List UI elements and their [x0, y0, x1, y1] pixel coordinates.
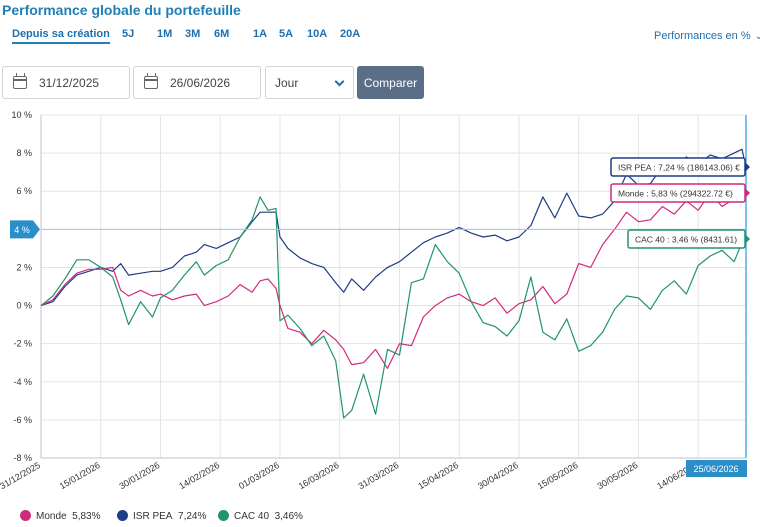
tooltip-text: Monde : 5,83 % (294322.72 €)	[618, 189, 733, 199]
period-10a[interactable]: 10A	[307, 28, 328, 40]
legend-marker-icon	[117, 510, 128, 521]
y-tick-label: 6 %	[16, 186, 32, 196]
x-tick-label: 15/05/2026	[536, 460, 580, 491]
y-axis-ticks: 10 % 8 % 6 % 4 % 2 % 0 % -2 % -4 % -6 % -8 %	[11, 110, 32, 463]
y-tick-label: -6 %	[13, 415, 32, 425]
legend-value: 5,83%	[72, 511, 101, 522]
legend-item-monde[interactable]: Monde 5,83%	[20, 510, 101, 522]
legend-value: 3,46%	[274, 511, 303, 522]
y-tick-label: -2 %	[13, 339, 32, 349]
tooltip-isr-pea: ISR PEA : 7,24 % (186143.06) €	[610, 157, 750, 177]
period-1a[interactable]: 1A	[253, 28, 268, 40]
chevron-down-icon: ⌄	[754, 31, 760, 42]
legend-item-cac-40[interactable]: CAC 40 3,46%	[218, 510, 303, 522]
crosshair-y-badge	[10, 220, 40, 239]
end-date-field[interactable]: 26/06/2026	[133, 66, 261, 99]
x-tick-label: 30/01/2026	[117, 460, 161, 491]
tooltip-text: ISR PEA : 7,24 % (186143.06) €	[618, 163, 740, 173]
legend-marker-icon	[20, 510, 31, 521]
end-date-value: 26/06/2026	[170, 76, 231, 90]
crosshair: 4 % 25/06/2026	[10, 115, 747, 477]
calendar-icon	[13, 73, 27, 89]
x-tick-label: 16/03/2026	[297, 460, 341, 491]
page-title: Performance globale du portefeuille	[2, 2, 241, 18]
calendar-icon	[144, 73, 158, 89]
legend-marker-icon	[218, 510, 229, 521]
y-tick-label: 8 %	[16, 148, 32, 158]
legend-value: 7,24%	[178, 511, 207, 522]
compare-button[interactable]: Comparer	[357, 66, 424, 99]
y-tick-label: 2 %	[16, 262, 32, 272]
crosshair-x-badge	[686, 460, 747, 477]
period-5a[interactable]: 5A	[279, 28, 294, 40]
y-tick-label: 10 %	[11, 110, 32, 120]
x-tick-label: 31/12/2025	[0, 460, 42, 491]
y-tick-label: 0 %	[16, 301, 32, 311]
y-tick-label: -4 %	[13, 377, 32, 387]
series-line-isr-pea	[40, 148, 747, 307]
series-lines	[40, 148, 747, 419]
x-tick-label: 31/03/2026	[356, 460, 400, 491]
crosshair-y-label: 4 %	[14, 225, 30, 235]
period-3m[interactable]: 3M	[185, 28, 201, 40]
period-1m[interactable]: 1M	[157, 28, 173, 40]
x-tick-label: 15/01/2026	[58, 460, 102, 491]
legend-name: ISR PEA	[133, 511, 173, 522]
start-date-field[interactable]: 31/12/2025	[2, 66, 130, 99]
x-tick-label: 14/02/2026	[177, 460, 221, 491]
tooltips: ISR PEA : 7,24 % (186143.06) € Monde : 5,…	[610, 157, 750, 249]
legend-item-isr-pea[interactable]: ISR PEA 7,24%	[117, 510, 206, 522]
vertical-grid	[100, 115, 699, 458]
start-date-value: 31/12/2025	[39, 76, 100, 90]
period-20a[interactable]: 20A	[340, 28, 361, 40]
legend-name: Monde	[36, 511, 67, 522]
tooltip-pointer	[745, 162, 750, 172]
period-5j[interactable]: 5J	[122, 28, 135, 40]
x-tick-label: 15/04/2026	[416, 460, 460, 491]
tooltip-cac-40: CAC 40 : 3,46 % (8431.61)	[627, 229, 750, 249]
tooltip-pointer	[745, 188, 750, 198]
performance-mode-dropdown[interactable]: Performances en % ⌄	[654, 30, 760, 42]
legend-name: CAC 40	[234, 511, 270, 522]
series-line-monde	[40, 192, 746, 369]
x-tick-label: 30/05/2026	[595, 460, 639, 491]
performance-chart: 10 % 8 % 6 % 4 % 2 % 0 % -2 % -4 % -6 % -8 % 31/1…	[0, 110, 750, 491]
performance-mode-label: Performances en %	[654, 30, 751, 42]
chevron-down-icon	[334, 76, 345, 87]
interval-select[interactable]: Jour	[265, 66, 354, 99]
crosshair-x-label: 25/06/2026	[693, 464, 738, 474]
x-axis-ticks: 31/12/2025 15/01/2026 30/01/2026 14/02/2026…	[0, 460, 699, 491]
period-6m[interactable]: 6M	[214, 28, 230, 40]
series-line-cac-40	[40, 196, 747, 419]
x-tick-label: 30/04/2026	[476, 460, 520, 491]
interval-value: Jour	[275, 76, 299, 90]
tooltip-pointer	[745, 234, 750, 244]
period-depuis-creation[interactable]: Depuis sa création	[12, 28, 110, 44]
x-tick-label: 01/03/2026	[237, 460, 281, 491]
tooltip-text: CAC 40 : 3,46 % (8431.61)	[635, 235, 737, 245]
y-tick-label: -8 %	[13, 453, 32, 463]
tooltip-monde: Monde : 5,83 % (294322.72 €)	[610, 183, 750, 203]
